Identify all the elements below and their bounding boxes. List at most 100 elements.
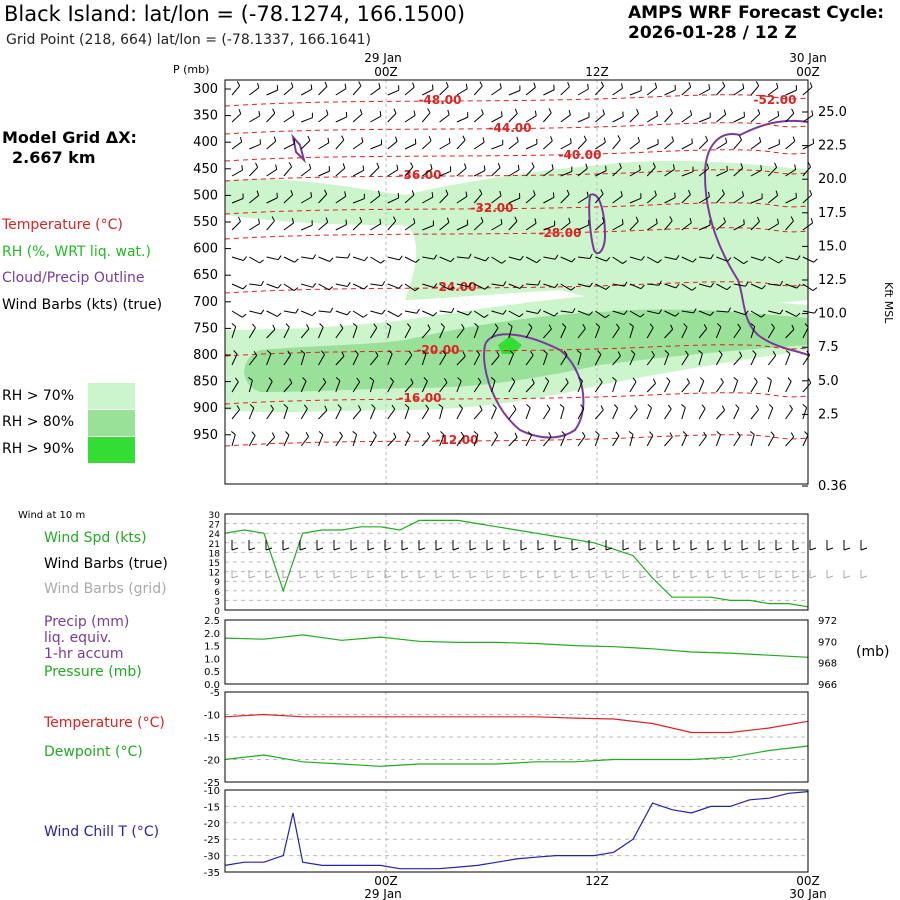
xsec-barb <box>750 353 757 366</box>
xsec-barb-flag <box>722 81 726 87</box>
true-wind-barb-flag <box>418 547 426 551</box>
xsec-barb <box>352 353 359 366</box>
xsec-barb-flag <box>347 253 351 259</box>
xsec-barb-flag <box>570 138 572 144</box>
xsec-barb-flag <box>691 138 693 144</box>
xsec-barb-flag <box>565 378 569 383</box>
xsec-barb <box>318 170 330 177</box>
xsec-barb <box>525 87 536 96</box>
xsec-barb-flag <box>352 431 357 435</box>
precip-panel-series-label-0: Precip (mm) <box>44 614 129 630</box>
xsec-barb <box>231 381 239 393</box>
xsec-barb <box>612 283 625 287</box>
xsec-barb <box>248 327 256 339</box>
xsec-barb <box>456 356 466 366</box>
grid-wind-barb-flag <box>418 575 426 579</box>
xsec-barb <box>802 194 813 204</box>
xsec-barb-flag <box>698 350 703 354</box>
xsec-barb-flag <box>652 162 656 168</box>
true-wind-barb-flag <box>639 547 647 551</box>
xsec-barb <box>785 436 795 447</box>
xsec-barb-flag <box>546 404 551 410</box>
xsec-barb <box>612 139 621 150</box>
xsec-barb <box>698 117 711 123</box>
xsec-barb-flag <box>774 162 778 168</box>
xsec-barb-flag <box>709 311 715 316</box>
xsec-barb-flag <box>657 259 662 264</box>
xsec-barb-flag <box>622 260 628 264</box>
xsec-barb <box>283 434 290 447</box>
xsec-barb <box>318 326 324 339</box>
grid-wind-barb-flag <box>690 575 698 579</box>
xsec-barb <box>681 171 694 177</box>
xsec-barb-flag <box>413 218 416 224</box>
xsec-barb-flag <box>376 162 380 168</box>
xsec-barb-flag <box>325 217 329 223</box>
xsec-barb <box>802 166 811 177</box>
true-wind-barb-flag <box>486 547 494 551</box>
xsec-barb-flag <box>629 323 634 327</box>
xsec-barb <box>646 194 657 204</box>
xsec-barb-flag <box>606 257 611 262</box>
xsec-barb-flag <box>743 260 749 265</box>
xsec-barb-flag <box>742 83 745 89</box>
xsec-barb <box>577 256 590 259</box>
xsec-barb-flag <box>570 286 576 291</box>
xsec-barb <box>716 114 727 123</box>
xsec-barb <box>283 143 295 150</box>
temp-panel-frame <box>224 691 809 783</box>
xsec-barb-flag <box>431 192 434 198</box>
temp-contour-label-6: -24.00 <box>434 280 477 294</box>
true-wind-barb-flag <box>248 547 256 551</box>
xsec-barb <box>300 408 308 420</box>
xsec-barb <box>543 436 552 447</box>
xsec-barb-flag <box>411 190 415 196</box>
xsec-barb <box>612 116 624 123</box>
temp-contour-9 <box>224 434 809 447</box>
xsec-barb <box>716 283 728 291</box>
xsec-barb <box>525 407 531 420</box>
xsec-barb-flag <box>667 404 672 410</box>
xsec-barb-flag <box>604 314 610 319</box>
xsec-barb <box>248 87 260 96</box>
true-wind-barb-flag <box>384 547 392 551</box>
grid-wind-barb-flag <box>316 575 324 579</box>
xsec-barb <box>473 283 486 290</box>
rh-70-label: RH > 70% <box>2 388 75 404</box>
cloud-outline-4 <box>291 133 306 164</box>
xsec-barb-flag <box>438 404 444 408</box>
grid-wind-barb-flag <box>486 575 494 579</box>
xsec-barb-flag <box>628 431 634 435</box>
height-tick: 5.0 <box>818 374 839 389</box>
xsec-barb <box>560 194 570 204</box>
xsec-barb <box>283 407 289 420</box>
xsec-barb <box>387 283 400 289</box>
xsec-barb-flag <box>672 164 675 170</box>
xsec-barb-flag <box>248 377 253 381</box>
xsec-barb <box>421 140 432 150</box>
xsec-barb-flag <box>285 323 290 328</box>
xsec-barb <box>283 354 292 366</box>
xsec-barb <box>594 381 603 393</box>
rh-90-label: RH > 90% <box>2 441 75 457</box>
true-wind-barb-flag <box>656 547 664 551</box>
xsec-barb <box>266 283 279 289</box>
xsec-barb-flag <box>613 404 619 409</box>
xsec-barb <box>491 407 497 420</box>
xsec-barb <box>750 381 758 393</box>
xsec-barb-flag <box>393 216 397 222</box>
xsec-barb-flag <box>457 377 462 382</box>
xsec-barb-flag <box>358 81 362 87</box>
xsec-barb <box>335 167 346 177</box>
xsec-barb <box>421 380 428 393</box>
xsec-barb-flag <box>362 313 368 318</box>
xsec-barb <box>387 113 397 123</box>
xsec-barb-flag <box>578 377 583 382</box>
temp-contour-label-9: -12.00 <box>436 433 479 447</box>
xsec-barb-flag <box>720 377 724 383</box>
xsec-barb <box>542 380 550 393</box>
xsec-barb <box>456 196 468 204</box>
legend-cloud-outline: Cloud/Precip Outline <box>2 270 145 286</box>
temp-panel-ytick: -25 <box>204 778 220 789</box>
xsec-barb <box>715 434 721 447</box>
